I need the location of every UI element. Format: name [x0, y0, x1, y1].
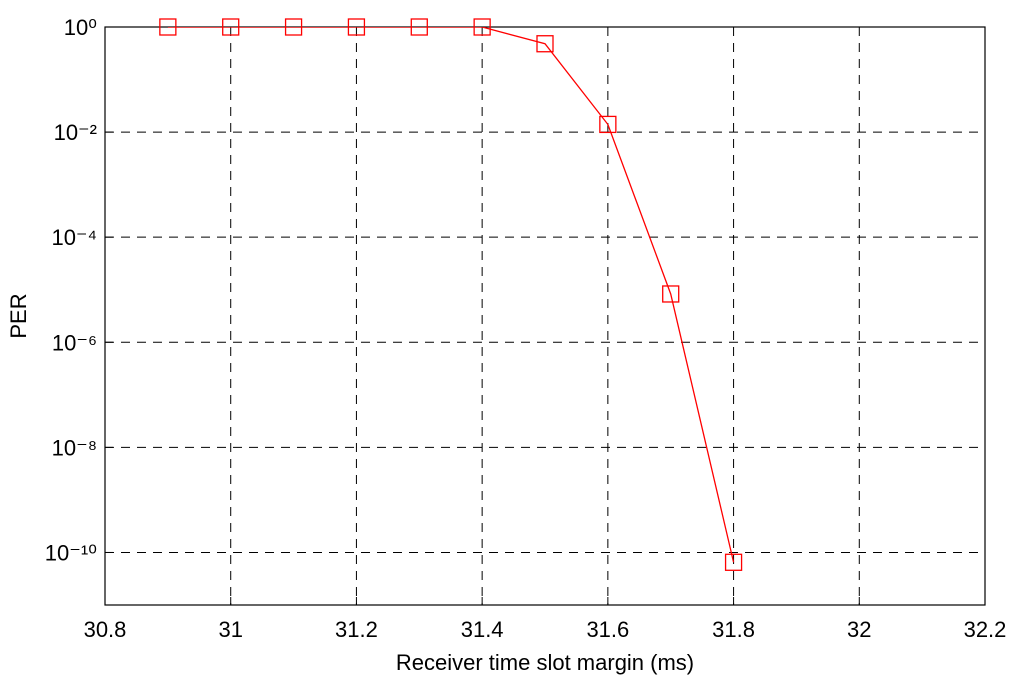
x-tick-label: 31.8: [712, 617, 755, 642]
data-marker: [222, 18, 240, 36]
x-tick-label: 31: [218, 617, 242, 642]
y-tick-label: 10⁻⁸: [52, 435, 97, 460]
x-tick-label: 30.8: [84, 617, 127, 642]
x-tick-label: 31.2: [335, 617, 378, 642]
y-tick-label: 10⁰: [64, 15, 97, 40]
x-tick-label: 31.4: [461, 617, 504, 642]
x-axis-label: Receiver time slot margin (ms): [396, 650, 694, 675]
data-marker: [347, 18, 366, 36]
data-marker: [724, 553, 743, 571]
y-tick-label: 10⁻²: [54, 120, 97, 145]
plot-area: [104, 26, 986, 606]
data-line: [167, 27, 735, 563]
y-axis-label: PER: [6, 293, 31, 338]
data-marker: [599, 115, 617, 134]
data-marker: [410, 18, 428, 36]
y-tick-label: 10⁻⁶: [52, 330, 97, 355]
y-tick-label: 10⁻⁴: [51, 225, 97, 250]
x-tick-label: 32.2: [964, 617, 1007, 642]
data-marker: [662, 285, 680, 303]
data-marker: [536, 35, 554, 53]
x-tick-label: 31.6: [586, 617, 629, 642]
data-marker: [473, 18, 491, 36]
data-marker: [284, 18, 303, 36]
data-marker: [159, 18, 177, 36]
y-tick-label: 10⁻¹⁰: [45, 540, 97, 565]
x-tick-label: 32: [847, 617, 871, 642]
